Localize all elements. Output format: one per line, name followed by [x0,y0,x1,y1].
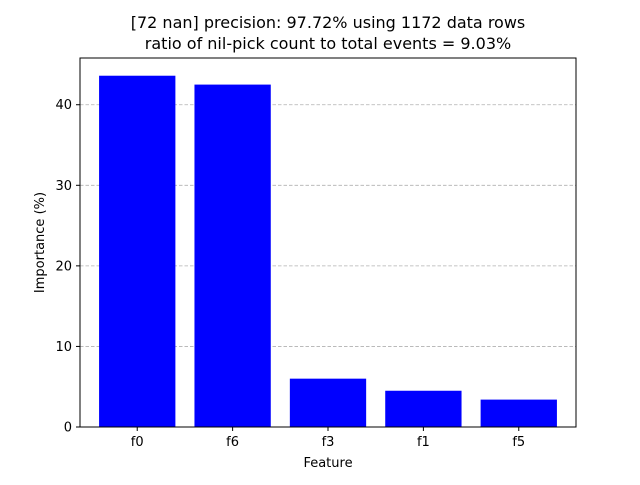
x-axis-ticks: f0 f6 f3 f1 f5 [131,427,525,450]
bar-f0 [99,75,176,428]
chart-title-line-2: ratio of nil-pick count to total events … [145,34,511,53]
chart-title-line-1: [72 nan] precision: 97.72% using 1172 da… [131,13,526,32]
y-tick-label: 0 [64,421,72,436]
y-tick-label: 20 [55,259,72,274]
x-tick-label-f5: f5 [512,435,525,450]
bars [99,75,557,428]
y-tick-label: 10 [55,340,72,355]
x-tick-label-f1: f1 [417,435,430,450]
y-tick-label: 40 [55,98,72,113]
x-axis-label: Feature [303,456,352,471]
y-axis-label: Importance (%) [33,192,48,293]
bar-f3 [289,378,367,427]
bar-f1 [385,390,462,427]
y-axis-ticks: 0 10 20 30 40 [55,98,80,436]
bar-f6 [194,84,271,427]
x-tick-label-f0: f0 [131,435,144,450]
x-tick-label-f6: f6 [226,435,239,450]
bar-f5 [480,399,557,427]
x-tick-label-f3: f3 [322,435,335,450]
y-tick-label: 30 [55,179,72,194]
